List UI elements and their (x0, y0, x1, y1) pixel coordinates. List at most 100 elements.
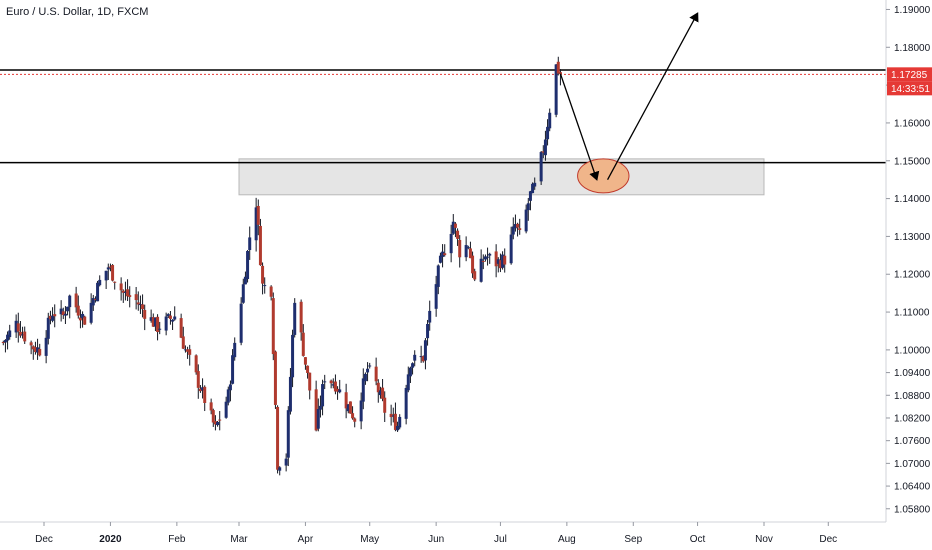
x-tick-label: Aug (558, 534, 576, 545)
candle-body (496, 259, 500, 264)
candle-body (153, 317, 157, 327)
candle-body (201, 387, 205, 391)
candle-body (228, 384, 232, 391)
x-tick-label: Jul (494, 534, 507, 545)
x-tick-label: Feb (168, 534, 186, 545)
candle-body (258, 225, 262, 266)
candle-body (53, 314, 57, 317)
candle-body (318, 405, 322, 410)
candle-body (488, 253, 492, 256)
candle-body (158, 328, 162, 330)
candle-body (6, 334, 10, 341)
candle-body (243, 276, 247, 285)
candle-body (548, 112, 552, 129)
x-tick-label: May (360, 534, 379, 545)
candle-body (203, 386, 207, 403)
candle-body (164, 316, 168, 331)
y-tick-label: 1.11000 (894, 308, 930, 319)
candle-body (271, 298, 275, 355)
candle-body (261, 265, 265, 284)
candle-body (269, 286, 273, 297)
candle-body (336, 388, 340, 392)
candle-body (359, 400, 363, 422)
candle-body (498, 260, 502, 269)
candle-body (76, 305, 80, 316)
candle-body (361, 378, 365, 402)
candle-body (531, 183, 535, 194)
candle-body (443, 253, 447, 256)
x-tick-label: Dec (35, 534, 53, 545)
candle-body (248, 237, 252, 251)
candle-body (348, 401, 352, 414)
candle-body (119, 283, 123, 291)
candle-body (83, 316, 87, 325)
candle-body (38, 348, 42, 356)
candle-body (16, 323, 20, 332)
chart-title: Euro / U.S. Dollar, 1D, FXCM (6, 6, 149, 18)
x-tick-label: Dec (819, 534, 837, 545)
candle-body (286, 410, 290, 458)
time-axis[interactable]: Dec 2020 Feb Mar Apr May Jun Jul Aug Sep Oct Nov Dec (0, 521, 886, 545)
candle-body (46, 317, 50, 339)
candle-body (134, 294, 138, 301)
y-tick-label: 1.14000 (894, 194, 931, 205)
candle-body (449, 233, 453, 254)
countdown-value: 14:33:51 (891, 84, 930, 95)
candle-body (374, 366, 378, 382)
candle-body (511, 226, 515, 235)
candle-body (89, 302, 93, 323)
candle-body (198, 388, 202, 392)
candle-body (421, 356, 425, 362)
candle-body (108, 266, 112, 268)
candle-body (411, 363, 415, 368)
candle-body (241, 284, 245, 303)
candle-body (181, 336, 185, 349)
candle-body (224, 401, 228, 418)
candle-body (156, 316, 160, 332)
candle-body (8, 330, 12, 338)
candle-body (423, 340, 427, 361)
candle-body (554, 64, 558, 115)
current-price-badge (887, 67, 932, 82)
candle-body (278, 467, 282, 471)
candle-body (273, 351, 277, 405)
x-tick-label: Sep (624, 534, 642, 545)
candle-body (173, 316, 177, 320)
candle-body (528, 191, 532, 201)
y-tick-label: 1.16000 (894, 118, 931, 129)
candle-body (276, 406, 280, 470)
candle-body (351, 413, 355, 419)
candle-body (308, 372, 312, 391)
candle-body (501, 254, 505, 268)
candle-body (513, 224, 517, 229)
candle-body (31, 346, 35, 350)
candle-body (408, 367, 412, 377)
candle-body (378, 390, 382, 396)
zone-rect (238, 158, 765, 196)
candle-body (546, 126, 550, 140)
candle-body (196, 371, 200, 388)
candle-body (329, 380, 333, 384)
candle-body (436, 265, 440, 287)
candle-body (376, 382, 380, 393)
candle-body (48, 315, 52, 320)
candle-body (171, 319, 175, 322)
candle-body (68, 295, 72, 308)
y-tick-label: 1.15000 (894, 156, 931, 167)
candle-body (558, 72, 562, 75)
y-tick-label: 1.13000 (894, 232, 931, 243)
candle-body (81, 313, 85, 319)
y-tick-label: 1.10000 (894, 345, 931, 356)
candle-body (246, 250, 250, 280)
countdown-badge (887, 81, 932, 96)
y-tick-label: 1.19000 (894, 5, 931, 16)
candle-body (479, 258, 483, 282)
candle-body (188, 349, 192, 355)
candle-body (111, 265, 115, 281)
candle-body (209, 402, 213, 411)
x-tick-label: Apr (298, 534, 314, 545)
x-tick-label: 2020 (99, 534, 122, 545)
target-ellipse (577, 158, 630, 194)
candle-body (393, 413, 397, 430)
